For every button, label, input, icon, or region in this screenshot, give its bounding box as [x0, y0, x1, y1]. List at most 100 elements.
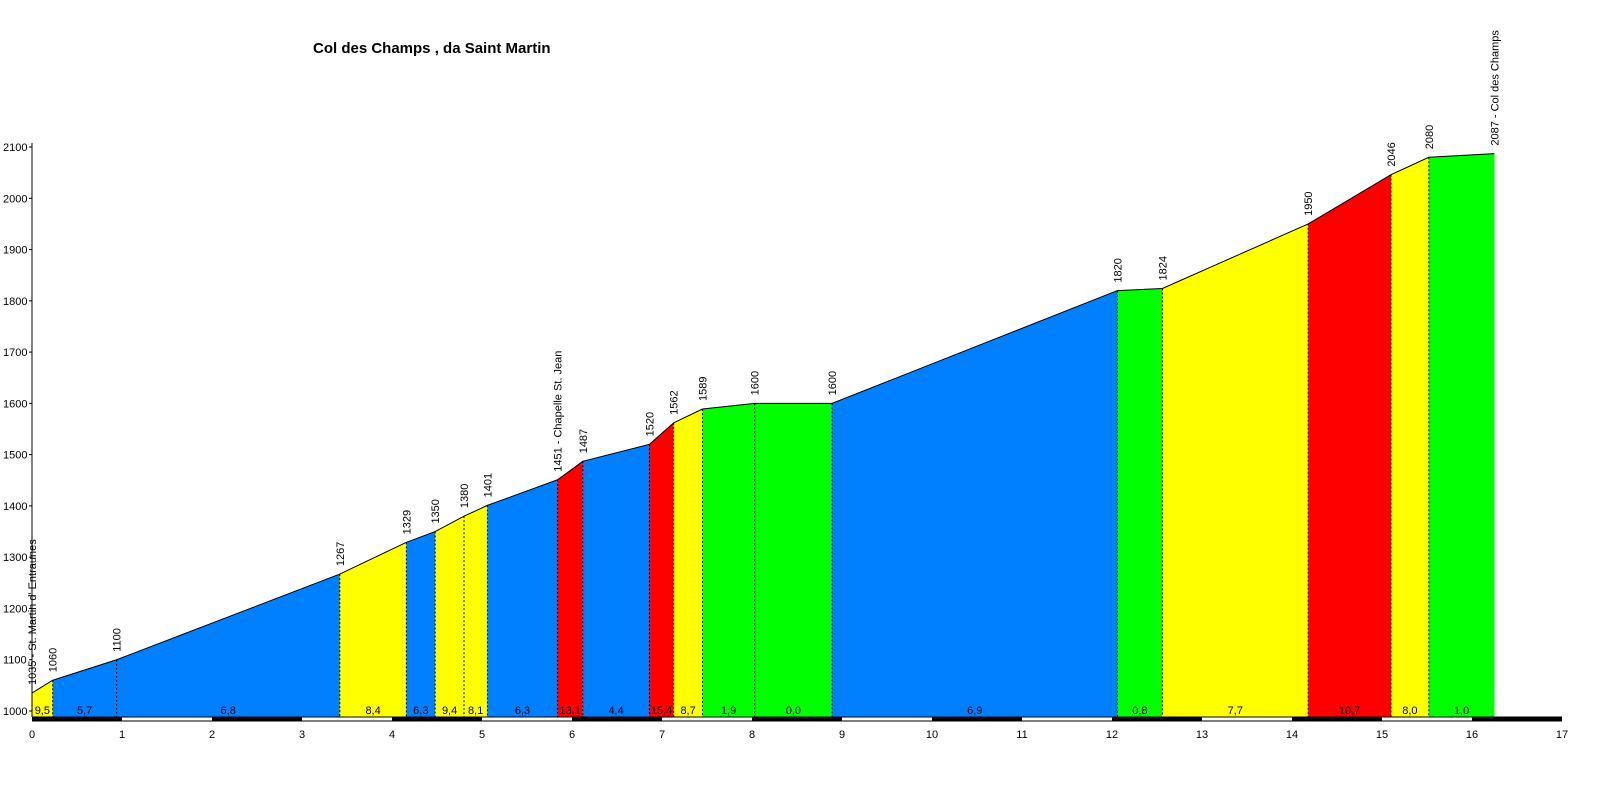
grade-label: 6,8 — [221, 705, 236, 717]
x-scale-band — [1112, 717, 1202, 721]
x-tick-label: 5 — [479, 729, 485, 741]
x-scale-band — [752, 717, 842, 721]
grade-label: 5,7 — [77, 705, 92, 717]
x-tick-label: 13 — [1196, 729, 1208, 741]
profile-segment — [1162, 223, 1309, 717]
altitude-label: 1267 — [335, 542, 347, 566]
x-tick-label: 1 — [119, 729, 125, 741]
altitude-label: 2046 — [1386, 142, 1398, 166]
altitude-label: 2080 — [1424, 125, 1436, 149]
x-tick-label: 14 — [1286, 729, 1298, 741]
altitude-label: 1380 — [459, 484, 471, 508]
grade-label: 6,3 — [413, 705, 428, 717]
profile-segments — [31, 153, 1495, 718]
axes: 1000110012001300140015001600170018001900… — [3, 142, 1568, 741]
altitude-label: 1329 — [401, 510, 413, 534]
x-scale-band — [32, 717, 122, 721]
grade-label: 9,5 — [35, 705, 50, 717]
altitude-label: 1824 — [1157, 256, 1169, 280]
x-tick-label: 3 — [299, 729, 305, 741]
profile-segment — [406, 531, 436, 717]
profile-segment — [116, 574, 340, 717]
profile-segment — [339, 542, 407, 717]
y-tick-label: 1000 — [3, 706, 27, 718]
grade-label: 10,7 — [1339, 705, 1360, 717]
profile-segment — [1391, 157, 1429, 718]
grade-label: 0,0 — [786, 705, 801, 717]
altitude-label: 1600 — [827, 371, 839, 395]
grade-label: 8,0 — [1402, 705, 1417, 717]
x-tick-label: 0 — [29, 729, 35, 741]
x-scale-band — [392, 717, 482, 721]
x-scale-band — [1472, 717, 1562, 721]
profile-segment — [702, 403, 755, 717]
y-tick-label: 1600 — [3, 398, 27, 410]
profile-segment — [1428, 153, 1495, 717]
x-tick-label: 2 — [209, 729, 215, 741]
x-scale-band — [1202, 717, 1292, 721]
x-scale-band — [302, 717, 392, 721]
segment-separators — [52, 157, 1430, 717]
altitude-label: 1350 — [430, 499, 442, 523]
x-tick-label: 9 — [839, 729, 845, 741]
y-tick-label: 2100 — [3, 142, 27, 154]
profile-segment — [832, 290, 1118, 717]
profile-segment — [32, 680, 53, 717]
x-scale-band — [842, 717, 932, 721]
altitude-label: 1520 — [644, 412, 656, 436]
x-scale-band — [122, 717, 212, 721]
altitude-label: 1589 — [698, 377, 710, 401]
altitude-label: 1562 — [669, 390, 681, 414]
altitude-label: 1600 — [750, 371, 762, 395]
x-scale-band — [1292, 717, 1382, 721]
altitude-label: 1820 — [1112, 258, 1124, 282]
grade-label: 13,1 — [559, 705, 580, 717]
grade-label: 9,4 — [442, 705, 457, 717]
altitude-label: 2087 - Col des Champs — [1490, 30, 1502, 146]
grade-label: 0,8 — [1132, 705, 1147, 717]
y-tick-label: 2000 — [3, 193, 27, 205]
y-tick-label: 1800 — [3, 296, 27, 308]
x-scale-band — [212, 717, 302, 721]
x-tick-label: 15 — [1376, 729, 1388, 741]
grade-label: 1,0 — [1454, 705, 1469, 717]
profile-segment — [649, 422, 674, 717]
grade-label: 8,1 — [468, 705, 483, 717]
y-tick-label: 1500 — [3, 450, 27, 462]
x-tick-label: 11 — [1016, 729, 1027, 741]
x-scale-band — [1382, 717, 1472, 721]
grade-label: 8,7 — [680, 705, 695, 717]
x-tick-label: 8 — [749, 729, 755, 741]
profile-segment — [673, 409, 703, 717]
altitude-labels: 1035 - St. Martin d' Entraunes 1060 1100 12… — [27, 30, 1502, 685]
profile-segment — [1117, 288, 1163, 717]
y-tick-label: 1100 — [3, 655, 27, 667]
x-scale-band — [662, 717, 752, 721]
grade-label: 6,3 — [515, 705, 530, 717]
grade-label: 8,4 — [365, 705, 380, 717]
y-tick-label: 1900 — [3, 245, 27, 257]
altitude-label: 1451 - Chapelle St. Jean — [553, 351, 565, 472]
y-tick-label: 1200 — [3, 603, 27, 615]
profile-segment — [557, 461, 583, 717]
profile-segment — [487, 479, 558, 717]
altitude-label: 1487 — [578, 429, 590, 453]
y-tick-label: 1700 — [3, 347, 27, 359]
y-tick-label: 1400 — [3, 501, 27, 513]
altitude-label: 1950 — [1303, 191, 1315, 215]
x-scale-band — [482, 717, 572, 721]
profile-segment — [464, 505, 488, 717]
x-tick-label: 4 — [389, 729, 395, 741]
x-scale-band — [1022, 717, 1112, 721]
grade-label: 4,4 — [608, 705, 623, 717]
x-tick-label: 6 — [569, 729, 575, 741]
x-scale-band — [572, 717, 662, 721]
profile-segment — [435, 516, 464, 717]
profile-segment — [1308, 174, 1391, 718]
grade-labels: 9,5 5,7 6,8 8,4 6,3 9,4 8,1 6,3 13,1 4,4 15,4 8,7 1,… — [35, 705, 1470, 717]
grade-label: 15,4 — [651, 705, 672, 717]
x-scale-band — [932, 717, 1022, 721]
grade-label: 1,9 — [721, 705, 736, 717]
y-tick-label: 1300 — [3, 552, 27, 564]
x-tick-label: 7 — [659, 729, 665, 741]
